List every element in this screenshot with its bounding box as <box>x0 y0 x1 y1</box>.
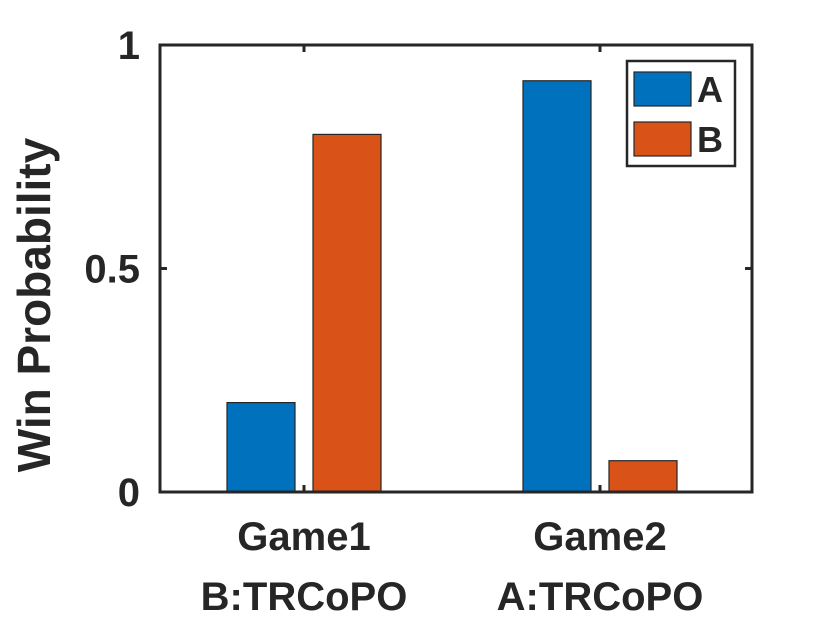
bar-a-game2 <box>522 80 592 493</box>
bars-layer <box>226 80 678 493</box>
x-tick-sublabel: A:TRCoPO <box>497 575 704 619</box>
x-tick-label: Game1 <box>237 515 370 559</box>
x-tick-labels: Game1 B:TRCoPO Game2 A:TRCoPO <box>201 515 704 619</box>
legend-swatch-b <box>633 121 692 157</box>
legend-label-a: A <box>697 69 723 110</box>
legend: AB <box>625 59 737 168</box>
bar-b-game2 <box>608 460 678 493</box>
legend-label-b: B <box>697 119 723 160</box>
x-tick-sublabel: B:TRCoPO <box>201 575 408 619</box>
y-tick-labels: 00.51 <box>84 24 140 515</box>
bar-b-game1 <box>312 133 382 493</box>
axes-frame <box>158 43 754 494</box>
y-axis-label: Win Probability <box>8 137 60 472</box>
bar-a-game1 <box>226 402 296 493</box>
x-tick-label: Game2 <box>533 515 666 559</box>
y-tick-label: 0 <box>118 471 140 515</box>
y-tick-label: 1 <box>118 24 140 68</box>
y-tick-label: 0.5 <box>84 248 140 292</box>
legend-swatch-a <box>633 71 692 107</box>
